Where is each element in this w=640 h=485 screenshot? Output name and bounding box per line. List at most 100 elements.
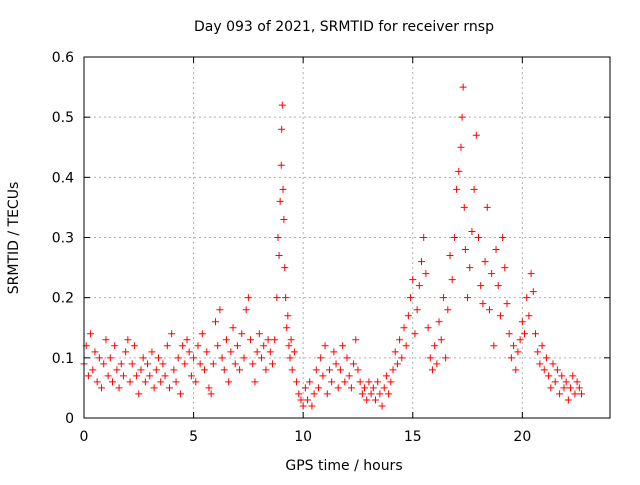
data-point — [398, 354, 406, 362]
data-point — [422, 270, 430, 278]
y-tick-label: 0.5 — [52, 110, 74, 126]
data-point — [490, 342, 498, 350]
data-point — [455, 167, 463, 175]
data-point — [475, 234, 482, 241]
data-point — [330, 348, 338, 356]
data-point — [407, 294, 415, 302]
data-point — [354, 366, 362, 374]
data-point — [104, 372, 112, 380]
data-point — [179, 342, 187, 350]
data-point — [481, 258, 489, 266]
data-point — [418, 258, 426, 266]
data-point — [460, 203, 468, 211]
data-point — [280, 215, 288, 223]
data-point — [492, 246, 500, 254]
data-point — [192, 378, 200, 386]
data-point — [512, 366, 520, 374]
data-point — [538, 342, 546, 350]
data-point — [222, 336, 230, 344]
data-point — [165, 384, 173, 392]
data-point — [288, 366, 296, 374]
x-tick-label: 10 — [294, 429, 312, 445]
data-point — [117, 360, 125, 368]
data-point — [343, 354, 351, 362]
data-point — [428, 366, 436, 374]
data-point — [253, 348, 261, 356]
data-point — [558, 372, 566, 380]
data-point — [545, 372, 553, 380]
x-axis-label: GPS time / hours — [285, 458, 402, 474]
axes: 0 0.1 0.2 0.3 0.4 0.5 0.6 0 5 10 15 20 — [52, 50, 610, 445]
data-point — [534, 348, 542, 356]
data-point — [477, 282, 485, 290]
data-point — [378, 402, 386, 410]
data-point — [152, 366, 160, 374]
data-point — [277, 161, 285, 169]
data-point — [459, 83, 467, 91]
data-point — [274, 234, 282, 241]
data-point — [201, 366, 209, 374]
data-point — [181, 360, 189, 368]
data-point — [553, 366, 561, 374]
data-point — [133, 372, 141, 380]
data-point — [424, 324, 432, 332]
data-point — [496, 312, 504, 320]
data-point — [98, 384, 106, 392]
data-point — [569, 372, 577, 380]
data-point — [345, 372, 353, 380]
data-point — [233, 342, 241, 350]
data-point — [214, 342, 222, 350]
data-point — [420, 234, 428, 241]
data-point — [306, 378, 314, 386]
data-point — [268, 360, 276, 368]
data-point — [458, 113, 466, 121]
data-point — [172, 378, 180, 386]
data-point — [578, 390, 586, 398]
data-point — [376, 390, 384, 398]
data-point — [371, 396, 379, 404]
data-point — [113, 366, 121, 374]
data-point — [168, 330, 176, 338]
data-point — [404, 312, 412, 320]
data-point — [389, 366, 397, 374]
data-point — [505, 330, 513, 338]
data-point — [255, 330, 263, 338]
data-point — [240, 354, 248, 362]
data-point — [536, 360, 544, 368]
data-point — [385, 390, 393, 398]
data-point — [549, 360, 557, 368]
data-point — [89, 366, 97, 374]
data-point — [315, 384, 323, 392]
data-point — [448, 276, 456, 284]
data-point — [571, 390, 579, 398]
data-point — [218, 354, 226, 362]
data-point — [285, 342, 293, 350]
data-point — [470, 185, 478, 193]
x-tick-label: 15 — [404, 429, 422, 445]
x-tick-label: 0 — [80, 429, 89, 445]
data-point — [100, 360, 108, 368]
data-point — [238, 330, 246, 338]
data-point — [251, 378, 259, 386]
data-point — [278, 125, 286, 133]
data-point — [124, 336, 132, 344]
data-point — [262, 366, 270, 374]
data-point — [108, 378, 116, 386]
data-point — [367, 390, 375, 398]
x-tick-label: 5 — [189, 429, 198, 445]
data-point — [229, 324, 237, 332]
data-point — [244, 294, 252, 302]
data-point — [242, 306, 250, 314]
data-point — [128, 360, 136, 368]
data-point — [282, 294, 290, 302]
data-point — [301, 384, 309, 392]
data-point — [290, 348, 298, 356]
data-point — [525, 312, 533, 320]
data-point — [170, 366, 178, 374]
data-point — [325, 366, 333, 374]
data-point — [286, 354, 294, 362]
data-point — [260, 342, 268, 350]
data-point — [485, 306, 493, 314]
